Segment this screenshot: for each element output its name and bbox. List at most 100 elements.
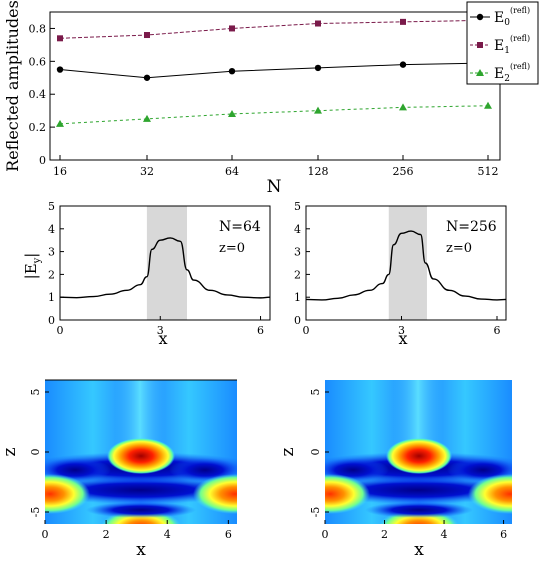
- y-tick-label: 0: [48, 314, 55, 327]
- data-point: [399, 103, 407, 111]
- heatmap-image: [325, 380, 512, 524]
- plot-frame: [49, 11, 501, 161]
- data-point: [57, 35, 63, 42]
- data-point: [56, 66, 64, 73]
- x-tick-label: 0: [303, 324, 310, 337]
- field-map-right: 0 2 4 650-5 x z: [278, 380, 512, 560]
- axes: 0 2 4 650-5: [29, 389, 232, 542]
- x-axis: 16 32 64 128 256 512: [53, 155, 499, 178]
- y-tick-label: 4: [294, 223, 301, 236]
- field-map-left: 0 2 4 650-5 x z: [0, 379, 237, 560]
- x-tick-label: 4: [164, 528, 171, 541]
- y-axis-title: z: [278, 447, 298, 456]
- y-tick-label: 5: [309, 389, 322, 396]
- x-axis-title: x: [414, 540, 424, 560]
- field-curve: [59, 237, 271, 299]
- y-tick-label: 5: [294, 200, 301, 213]
- series-line: [59, 62, 489, 79]
- x-tick-label: 6: [493, 324, 500, 337]
- x-tick-label: 16: [53, 165, 67, 178]
- data-point: [314, 64, 322, 72]
- data-point: [56, 119, 64, 127]
- amplitude-chart: 0 0.2 0.4 0.6 0.8 16 32 64 128 256 512 Reflected …: [3, 0, 539, 197]
- plot-frame: [305, 205, 507, 321]
- heatmap-image: [45, 380, 237, 524]
- data-point: [399, 61, 407, 68]
- field-curve: [305, 230, 507, 301]
- y-tick-label: -5: [29, 507, 42, 518]
- x-tick-label: 3: [398, 324, 405, 337]
- y-tick-label: 1: [48, 291, 55, 304]
- x-axis-title: x: [136, 540, 146, 560]
- legend-label: E0(refl): [494, 6, 530, 28]
- data-point: [229, 25, 235, 32]
- field-profile-right: 0 1 2 3 4 5 0 3 6 N=256 z=0 x: [294, 200, 507, 348]
- x-axis: 0 3 6: [57, 316, 264, 337]
- y-tick-label: 0: [309, 449, 322, 456]
- data-point: [144, 32, 150, 39]
- x-tick-label: 256: [393, 165, 414, 178]
- y-axis: 0 1 2 3 4 5: [48, 200, 64, 327]
- x-tick-label: 0: [57, 324, 64, 337]
- y-tick-label: 2: [48, 268, 55, 281]
- data-point: [143, 74, 151, 81]
- x-tick-label: 2: [103, 528, 110, 541]
- legend-label: E1(refl): [494, 34, 530, 56]
- annotation-z: z=0: [446, 241, 472, 256]
- data-point: [228, 68, 236, 75]
- y-tick-label: 3: [294, 246, 301, 259]
- svg-text:|Ey|: |Ey|: [22, 253, 43, 280]
- y-tick-label: 5: [48, 200, 55, 213]
- x-tick-label: 0: [322, 528, 329, 541]
- x-axis-title: N: [267, 177, 282, 197]
- legend-marker: [477, 42, 483, 48]
- legend: E0(refl) E1(refl) E2(refl): [466, 1, 539, 85]
- y-tick-label: 0.8: [29, 22, 47, 35]
- y-tick-label: 2: [294, 268, 301, 281]
- data-point: [315, 20, 321, 27]
- y-tick-label: 1: [294, 291, 301, 304]
- y-tick-label: -5: [309, 507, 322, 518]
- y-tick-label: 3: [48, 246, 55, 259]
- data-point: [143, 114, 151, 122]
- y-tick-label: 0.4: [29, 88, 47, 101]
- annotation-n: N=256: [446, 219, 497, 235]
- shaded-region: [146, 206, 188, 320]
- data-point: [228, 109, 236, 117]
- y-tick-label: 4: [48, 223, 55, 236]
- data-point: [400, 18, 406, 25]
- y-axis-title: Reflected amplitudes: [3, 0, 22, 172]
- y-axis-title: z: [0, 447, 20, 456]
- x-tick-label: 6: [500, 528, 507, 541]
- x-tick-label: 128: [308, 165, 329, 178]
- plot-frame: [59, 205, 271, 321]
- x-tick-label: 3: [157, 324, 164, 337]
- series-group: [56, 17, 492, 127]
- x-tick-label: 64: [225, 165, 239, 178]
- shaded-region: [388, 206, 427, 320]
- legend-label: E2(refl): [494, 62, 530, 84]
- x-tick-label: 0: [42, 528, 49, 541]
- y-axis: 0 1 2 3 4 5: [294, 200, 310, 327]
- data-point: [314, 106, 322, 114]
- x-axis: 0 3 6: [303, 316, 500, 337]
- x-tick-label: 2: [381, 528, 388, 541]
- field-profile-left: 0 1 2 3 4 5 0 3 6 N=64 z=0 x |Ey|: [22, 200, 271, 348]
- annotation-n: N=64: [219, 219, 261, 235]
- x-tick-label: 512: [478, 165, 499, 178]
- legend-marker: [476, 69, 484, 76]
- x-tick-label: 6: [257, 324, 264, 337]
- annotation-z: z=0: [219, 241, 245, 256]
- y-tick-label: 0.6: [29, 55, 47, 68]
- legend-marker: [476, 13, 484, 21]
- x-axis-title: x: [398, 329, 407, 348]
- x-tick-label: 32: [140, 165, 154, 178]
- y-tick-label: 0: [294, 314, 301, 327]
- series-line: [59, 19, 489, 39]
- y-tick-label: 0.2: [29, 121, 47, 134]
- y-axis-title: |Ey|: [22, 253, 43, 280]
- y-tick-label: 0: [29, 449, 42, 456]
- data-point: [484, 101, 492, 109]
- series-line: [59, 105, 489, 125]
